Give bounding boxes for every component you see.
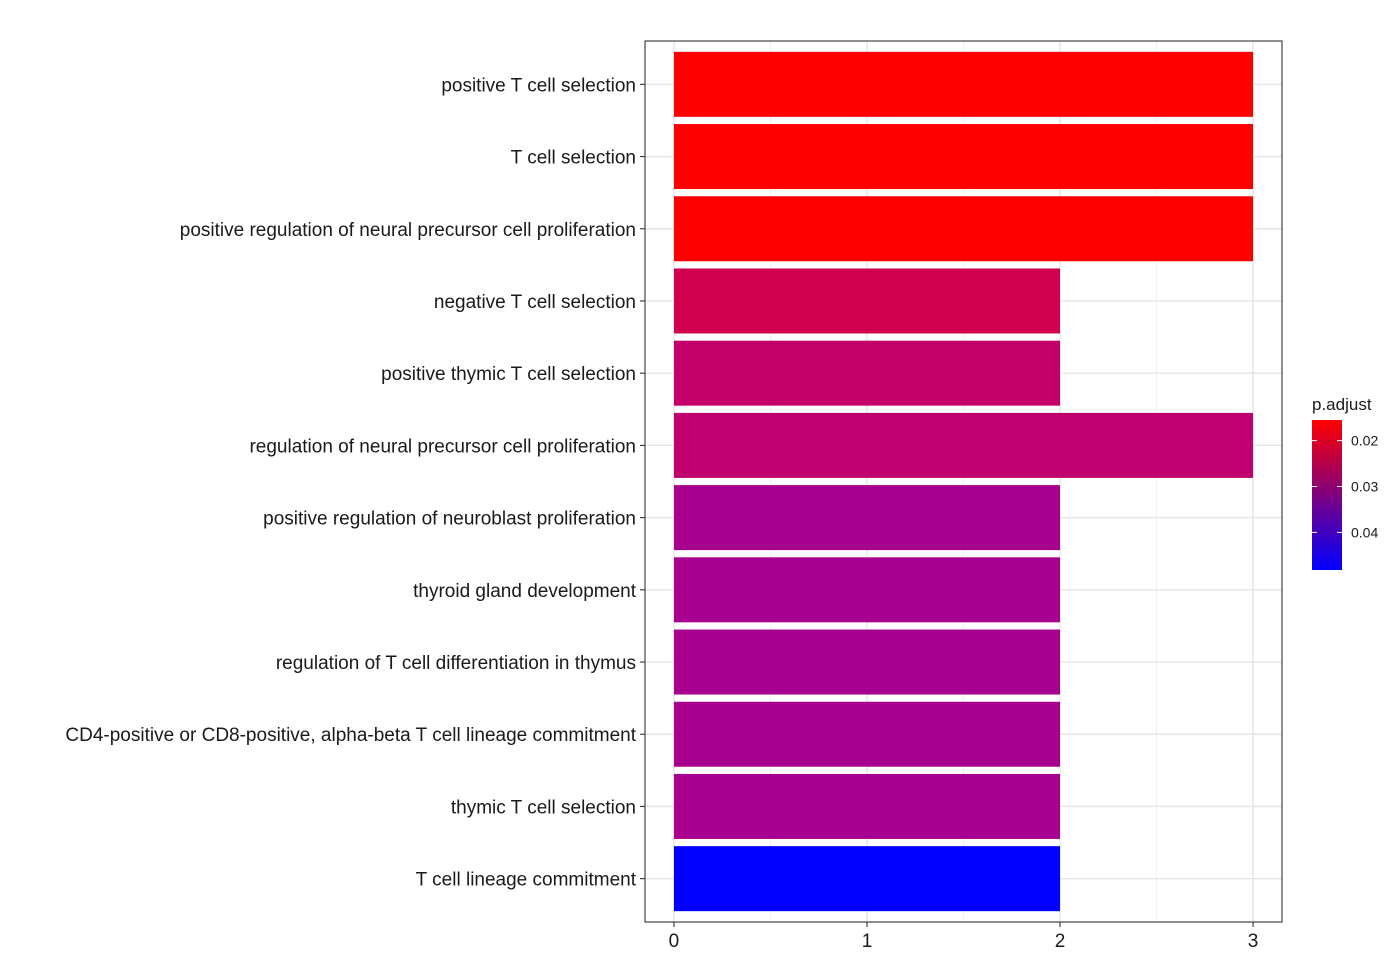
legend-colorbar — [1312, 420, 1342, 570]
legend-tick-label: 0.04 — [1351, 524, 1378, 540]
legend-ticks: 0.02 0.03 0.04 — [1312, 433, 1378, 540]
category-label: thyroid gland development — [413, 581, 637, 602]
category-label: regulation of T cell differentiation in … — [276, 653, 636, 674]
bar — [673, 557, 1061, 623]
plot-border — [644, 40, 1283, 923]
x-tick-label: 0 — [669, 931, 680, 952]
category-label: positive thymic T cell selection — [381, 364, 636, 385]
category-label: positive regulation of neural precursor … — [180, 220, 636, 241]
bar — [673, 629, 1061, 695]
bar — [673, 340, 1061, 406]
bar — [673, 485, 1061, 551]
bar — [673, 124, 1254, 190]
legend-tick-label: 0.03 — [1351, 479, 1378, 495]
legend-tick-label: 0.02 — [1351, 433, 1378, 449]
category-label: negative T cell selection — [434, 292, 636, 313]
bar — [673, 412, 1254, 478]
y-axis: positive T cell selection T cell selectio… — [65, 75, 645, 891]
x-tick-label: 2 — [1055, 931, 1066, 952]
bar — [673, 196, 1254, 262]
legend-title: p.adjust — [1312, 395, 1372, 414]
bar — [673, 773, 1061, 839]
bar — [673, 846, 1061, 912]
bar — [673, 51, 1254, 117]
bar — [673, 701, 1061, 767]
category-label: regulation of neural precursor cell prol… — [249, 436, 636, 457]
category-label: CD4-positive or CD8-positive, alpha-beta… — [65, 725, 636, 746]
category-label: thymic T cell selection — [451, 797, 636, 818]
bar — [673, 268, 1061, 334]
category-label: T cell lineage commitment — [416, 870, 637, 891]
category-label: T cell selection — [511, 148, 636, 169]
x-tick-label: 3 — [1248, 931, 1259, 952]
category-label: positive regulation of neuroblast prolif… — [263, 509, 636, 530]
legend: p.adjust 0.02 0.03 0.04 — [1312, 395, 1378, 570]
bars — [673, 51, 1254, 912]
x-axis: 0 1 2 3 — [669, 922, 1259, 952]
category-label: positive T cell selection — [441, 75, 636, 96]
x-tick-label: 1 — [862, 931, 873, 952]
